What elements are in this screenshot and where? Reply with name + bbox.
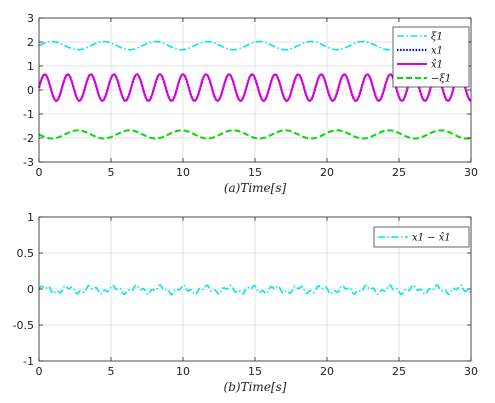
y-tick-label: -1 [23, 355, 34, 368]
x-tick-label: 15 [248, 365, 262, 378]
legend: x1 − x̂1 [373, 226, 470, 248]
legend-box [373, 226, 470, 248]
x-tick-label: 25 [392, 166, 406, 179]
x-tick-label: 15 [248, 166, 262, 179]
y-tick-label: 1 [27, 211, 34, 224]
ticks: 0 5 10 15 20 25 30 -1 -0.5 0 0.5 1 [13, 211, 478, 378]
y-tick-label: -0.5 [13, 319, 34, 332]
y-tick-label: 2 [27, 36, 34, 49]
y-tick-label: 1 [27, 60, 34, 73]
x-tick-label: 25 [392, 365, 406, 378]
legend-entry: −ξ1 [431, 74, 451, 85]
x-tick-label: 10 [176, 365, 190, 378]
legend-entry: x̂1 [431, 60, 443, 71]
panel-b: 0 5 10 15 20 25 30 -1 -0.5 0 0.5 1 (b)Time[s] x1 − x̂… [13, 211, 478, 394]
x-tick-label: 30 [464, 365, 478, 378]
x-tick-label: 0 [36, 166, 43, 179]
y-tick-label: -3 [23, 156, 34, 169]
legend-entry: x1 − x̂1 [412, 233, 451, 244]
y-tick-label: 0 [27, 283, 34, 296]
legend-entry: ξ1 [431, 32, 443, 43]
x-tick-label: 20 [320, 166, 334, 179]
series-line-3 [38, 129, 472, 140]
ticks: 0 5 10 15 20 25 30 -3 -2 -1 0 1 2 3 [23, 12, 478, 179]
y-tick-label: -2 [23, 132, 34, 145]
y-tick-label: 0.5 [17, 247, 35, 260]
y-tick-label: 3 [27, 12, 34, 25]
y-tick-label: 0 [27, 84, 34, 97]
legend: ξ1 x1 x̂1 −ξ1 [392, 26, 470, 88]
legend-box [392, 26, 470, 88]
x-tick-label: 0 [36, 365, 43, 378]
x-tick-label: 20 [320, 365, 334, 378]
x-tick-label: 30 [464, 166, 478, 179]
x-axis-label: (a)Time[s] [224, 181, 287, 195]
x-axis-label: (b)Time[s] [224, 380, 287, 394]
series-line-0 [38, 284, 472, 296]
x-tick-label: 5 [108, 365, 115, 378]
y-tick-label: -1 [23, 108, 34, 121]
x-tick-label: 5 [108, 166, 115, 179]
legend-entry: x1 [431, 46, 443, 57]
x-tick-label: 10 [176, 166, 190, 179]
series-line-2 [38, 73, 472, 102]
panel-a: 0 5 10 15 20 25 30 -3 -2 -1 0 1 2 3 (a)Time[s] ξ1 x1 x̂1 −… [23, 12, 478, 195]
series-lines [38, 284, 472, 296]
